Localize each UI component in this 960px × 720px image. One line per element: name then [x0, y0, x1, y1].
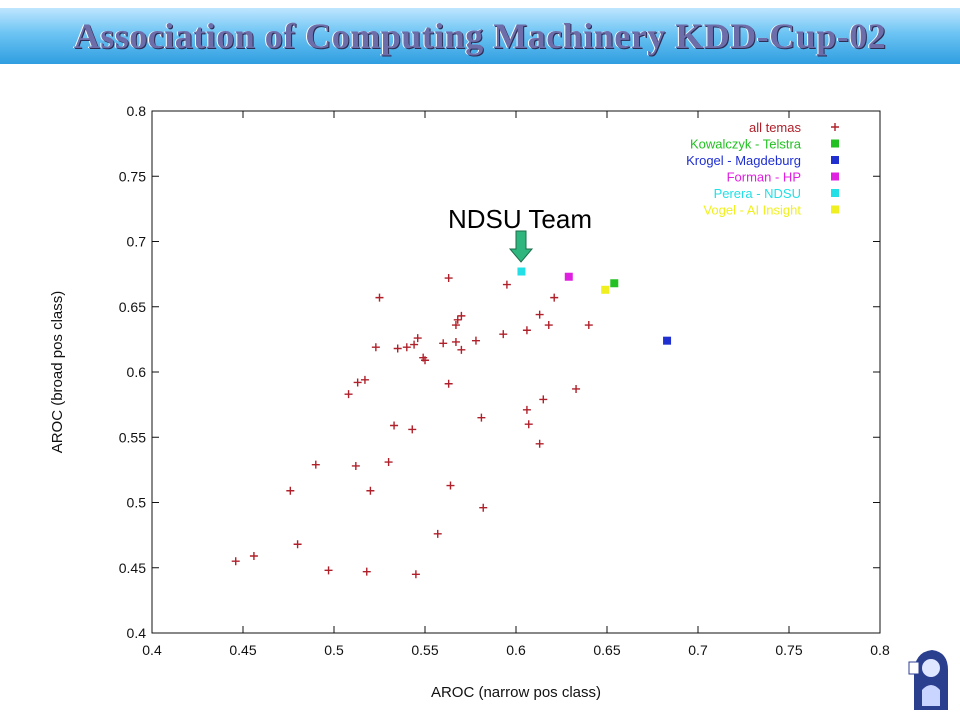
data-point — [324, 566, 333, 575]
y-tick-label: 0.45 — [119, 560, 146, 576]
data-point — [453, 315, 462, 324]
data-point — [550, 293, 559, 302]
data-points — [231, 267, 672, 579]
data-point — [393, 344, 402, 353]
y-tick-label: 0.7 — [127, 234, 147, 250]
y-tick-label: 0.75 — [119, 168, 146, 184]
data-point — [610, 279, 619, 288]
ndsu-callout: NDSU Team — [448, 204, 592, 263]
data-point — [411, 570, 420, 579]
legend-marker — [831, 139, 839, 148]
legend-marker — [831, 156, 839, 164]
legend-label: Perera - NDSU — [714, 186, 801, 201]
data-point — [479, 503, 488, 512]
data-point — [444, 274, 453, 283]
data-point — [572, 384, 581, 393]
data-point — [444, 379, 453, 388]
down-arrow-icon — [508, 230, 534, 263]
data-point — [384, 458, 393, 467]
data-point — [502, 280, 511, 289]
x-tick-label: 0.6 — [506, 642, 526, 658]
data-point — [362, 567, 371, 576]
legend-label: Vogel - AI Insight — [703, 203, 801, 218]
y-tick-label: 0.65 — [119, 299, 146, 315]
data-point — [451, 337, 460, 346]
y-tick-labels: 0.4 0.45 0.5 0.55 0.6 0.65 0.7 0.75 0.8 — [119, 103, 146, 641]
data-point — [371, 343, 380, 352]
data-point — [293, 540, 302, 549]
y-tick-label: 0.5 — [127, 495, 147, 511]
data-point — [413, 334, 422, 343]
x-tick-label: 0.75 — [775, 642, 802, 658]
legend-label: all temas — [749, 120, 802, 135]
x-tick-label: 0.45 — [229, 642, 256, 658]
data-point — [457, 311, 466, 320]
data-point — [535, 310, 544, 319]
y-axis-label: AROC (broad pos class) — [49, 291, 66, 454]
legend-marker — [831, 205, 839, 214]
x-tick-labels: 0.4 0.45 0.5 0.55 0.6 0.65 0.7 0.75 0.8 — [142, 642, 890, 658]
data-point — [231, 557, 240, 566]
university-seal-logo — [908, 640, 954, 714]
data-point — [564, 272, 573, 281]
data-point — [375, 293, 384, 302]
axis-ticks — [151, 110, 881, 634]
data-point — [663, 336, 672, 345]
legend-label: Forman - HP — [727, 170, 801, 185]
data-point — [524, 420, 533, 429]
title-banner: Association of Computing Machinery KDD-C… — [0, 8, 960, 64]
callout-label: NDSU Team — [448, 204, 592, 234]
data-point — [544, 321, 553, 330]
data-point — [249, 552, 258, 561]
data-point — [446, 481, 455, 490]
x-tick-label: 0.55 — [411, 642, 438, 658]
x-tick-label: 0.8 — [870, 642, 890, 658]
data-point — [311, 460, 320, 469]
data-point — [408, 425, 417, 434]
x-axis-label: AROC (narrow pos class) — [431, 684, 601, 701]
data-point — [457, 345, 466, 354]
slide-title: Association of Computing Machinery KDD-C… — [73, 16, 887, 56]
data-point — [351, 461, 360, 470]
data-point — [584, 321, 593, 330]
data-point — [439, 339, 448, 348]
legend-marker — [831, 172, 839, 181]
data-point — [433, 529, 442, 538]
data-point — [539, 395, 548, 404]
data-point — [477, 413, 486, 422]
x-tick-label: 0.5 — [324, 642, 344, 658]
legend-marker — [831, 123, 839, 131]
legend-marker — [831, 189, 839, 197]
data-point — [522, 405, 531, 414]
x-tick-label: 0.65 — [593, 642, 620, 658]
x-tick-label: 0.4 — [142, 642, 162, 658]
data-point — [451, 321, 460, 330]
data-point — [601, 285, 610, 294]
data-point — [360, 375, 369, 384]
data-point — [410, 340, 419, 349]
y-tick-label: 0.8 — [127, 103, 147, 119]
data-point — [402, 343, 411, 352]
data-point — [286, 486, 295, 495]
data-point — [390, 421, 399, 430]
x-tick-label: 0.7 — [688, 642, 708, 658]
data-point — [499, 330, 508, 339]
y-tick-label: 0.55 — [119, 429, 146, 445]
data-point — [535, 439, 544, 448]
y-tick-label: 0.4 — [127, 625, 147, 641]
data-point — [353, 378, 362, 387]
data-point — [421, 356, 429, 365]
data-point — [344, 390, 353, 399]
legend-label: Kowalczyk - Telstra — [690, 137, 802, 152]
legend-label: Krogel - Magdeburg — [686, 153, 801, 168]
data-point — [471, 336, 480, 345]
data-point — [522, 326, 531, 335]
y-tick-label: 0.6 — [127, 364, 147, 380]
data-point — [517, 267, 526, 276]
data-point — [366, 486, 375, 495]
